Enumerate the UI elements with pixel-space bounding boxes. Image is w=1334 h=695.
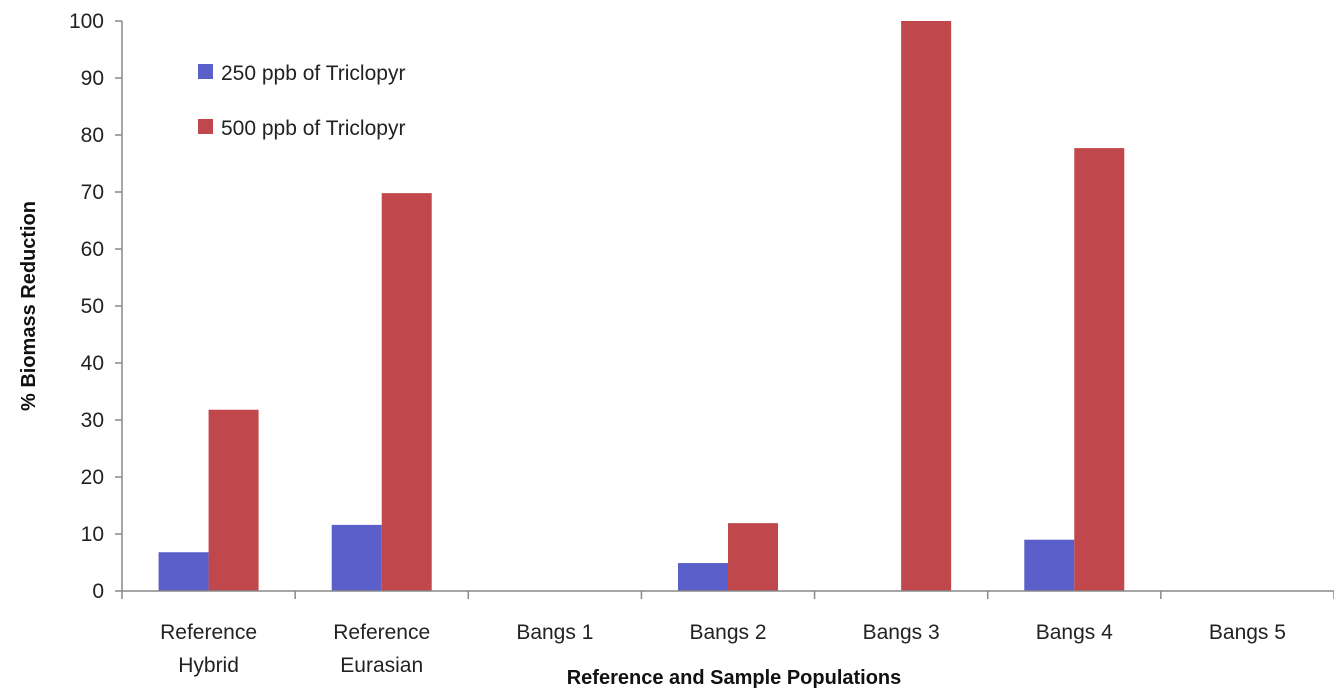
legend: 250 ppb of Triclopyr 500 ppb of Triclopyr bbox=[198, 62, 405, 140]
category-label: Bangs 1 bbox=[516, 621, 593, 644]
bar-500ppb-3 bbox=[728, 523, 778, 591]
bar-500ppb-5 bbox=[1074, 148, 1125, 592]
y-tick-label: 80 bbox=[81, 124, 104, 147]
y-tick-label: 50 bbox=[81, 295, 104, 318]
y-tick-label: 60 bbox=[81, 238, 104, 261]
legend-label: 500 ppb of Triclopyr bbox=[221, 117, 405, 140]
category-label: Eurasian bbox=[340, 654, 423, 677]
bar-250ppb-5 bbox=[1024, 539, 1075, 591]
legend-swatch bbox=[198, 64, 213, 79]
category-label: Hybrid bbox=[178, 654, 239, 677]
y-tick-label: 30 bbox=[81, 409, 104, 432]
category-label: Bangs 4 bbox=[1036, 621, 1113, 644]
bar-500ppb-1 bbox=[381, 193, 432, 591]
bar-500ppb-0 bbox=[208, 409, 259, 591]
x-axis-title: Reference and Sample Populations bbox=[567, 667, 902, 689]
category-label: Reference bbox=[160, 621, 257, 644]
y-tick-label: 10 bbox=[81, 523, 104, 546]
category-label: Bangs 5 bbox=[1209, 621, 1286, 644]
y-tick-label: 40 bbox=[81, 352, 104, 375]
legend-label: 250 ppb of Triclopyr bbox=[221, 62, 405, 85]
y-tick-label: 20 bbox=[81, 466, 104, 489]
bar-250ppb-0 bbox=[158, 552, 209, 591]
y-tick-label: 100 bbox=[69, 10, 104, 33]
y-tick-label: 90 bbox=[81, 67, 104, 90]
y-axis-title: % Biomass Reduction bbox=[18, 201, 40, 411]
bar-250ppb-3 bbox=[678, 563, 728, 591]
bar-250ppb-1 bbox=[331, 524, 382, 591]
category-label: Reference bbox=[333, 621, 430, 644]
y-tick-label: 0 bbox=[92, 580, 104, 603]
y-axis-ticks: 0 10 20 30 40 50 60 70 80 90 100 bbox=[69, 10, 122, 603]
category-label: Bangs 2 bbox=[689, 621, 766, 644]
category-labels: Reference Hybrid Reference Eurasian Bangs 1 B… bbox=[160, 621, 1286, 677]
x-axis-ticks bbox=[121, 591, 1334, 599]
category-label: Bangs 3 bbox=[863, 621, 940, 644]
bar-500ppb-4 bbox=[901, 21, 952, 591]
y-tick-label: 70 bbox=[81, 181, 104, 204]
legend-swatch bbox=[198, 119, 213, 134]
bars-group bbox=[158, 21, 1125, 592]
